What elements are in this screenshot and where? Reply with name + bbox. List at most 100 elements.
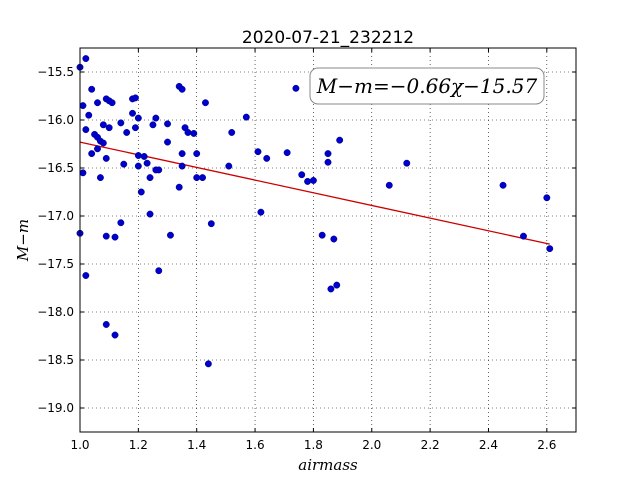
data-point — [108, 99, 116, 107]
data-point — [117, 119, 125, 127]
x-tick-label: 1.2 — [129, 438, 148, 452]
x-tick-label: 1.0 — [70, 438, 89, 452]
y-tick-label: −18.5 — [37, 353, 74, 367]
data-point — [298, 171, 306, 179]
data-point — [333, 281, 341, 289]
data-point — [336, 136, 344, 144]
data-point — [204, 360, 212, 368]
data-point — [102, 232, 110, 240]
data-point — [146, 210, 154, 218]
data-point — [520, 232, 527, 240]
data-point — [193, 150, 201, 158]
data-point — [324, 158, 332, 166]
data-point — [88, 85, 96, 93]
x-tick-label: 1.4 — [187, 438, 206, 452]
data-point — [82, 55, 90, 63]
data-point — [263, 154, 271, 162]
data-point — [79, 102, 87, 110]
x-tick-labels: 1.0 1.2 1.4 1.6 1.8 2.0 2.2 2.4 2.6 — [70, 438, 556, 452]
data-points — [76, 55, 554, 368]
x-tick-label: 2.0 — [362, 438, 381, 452]
data-point — [137, 188, 145, 196]
data-point — [327, 285, 335, 293]
data-point — [330, 235, 338, 243]
data-point — [134, 152, 142, 159]
data-point — [543, 194, 551, 202]
data-point — [111, 233, 119, 241]
data-point — [131, 94, 139, 102]
annotation-box — [309, 67, 545, 105]
data-point — [499, 181, 507, 189]
fit-line-group — [79, 141, 550, 245]
data-point — [178, 162, 186, 170]
y-tick-label: −17.5 — [37, 257, 74, 271]
data-point — [166, 231, 174, 239]
x-tick-label: 2.6 — [537, 438, 556, 452]
data-point — [94, 145, 101, 153]
data-point — [304, 177, 312, 185]
data-point — [199, 174, 206, 182]
data-point — [96, 174, 104, 182]
data-point — [117, 219, 125, 227]
y-tick-label: −16.5 — [37, 161, 74, 175]
y-tick-label: −15.5 — [37, 65, 74, 79]
data-point — [152, 114, 160, 122]
data-point — [178, 85, 186, 93]
data-point — [225, 162, 233, 170]
data-point — [324, 150, 332, 158]
data-point — [385, 181, 393, 189]
x-tick-label: 2.4 — [479, 438, 498, 452]
y-tick-labels: −15.5 −16.0 −16.5 −17.0 −17.5 −18.0 −18.5 −19.0 — [37, 65, 74, 415]
data-point — [254, 148, 262, 156]
grid-lines — [79, 48, 576, 432]
data-point — [105, 124, 113, 132]
data-point — [202, 99, 209, 107]
data-point — [175, 183, 183, 191]
data-point — [129, 109, 136, 117]
data-point — [140, 153, 148, 160]
data-point — [403, 159, 411, 167]
data-point — [184, 129, 192, 136]
data-point — [85, 111, 93, 119]
data-point — [99, 139, 107, 147]
x-tick-label: 1.6 — [246, 438, 265, 452]
data-point — [228, 129, 236, 136]
data-point — [111, 331, 119, 339]
data-point — [134, 114, 142, 122]
data-point — [146, 174, 154, 182]
data-point — [193, 174, 201, 182]
axis-ticks — [79, 48, 576, 432]
fit-line — [79, 141, 550, 245]
x-tick-label: 2.2 — [421, 438, 440, 452]
data-point — [149, 121, 157, 129]
y-tick-label: −16.0 — [37, 113, 74, 127]
y-tick-label: −17.0 — [37, 209, 74, 223]
data-point — [102, 321, 110, 328]
data-point — [546, 245, 554, 253]
data-point — [318, 231, 326, 239]
data-point — [155, 166, 163, 174]
data-point — [309, 177, 317, 184]
x-axis-label: airmass — [298, 456, 358, 474]
data-point — [123, 129, 131, 136]
data-point — [120, 160, 128, 168]
data-point — [207, 220, 215, 228]
data-point — [257, 208, 265, 216]
data-point — [134, 162, 142, 170]
annotation-text: M−m=−0.66χ−15.57 — [316, 74, 538, 98]
data-point — [82, 272, 90, 279]
data-point — [178, 150, 186, 158]
data-point — [242, 113, 250, 121]
data-point — [164, 120, 171, 128]
data-point — [94, 99, 101, 107]
x-tick-label: 1.8 — [304, 438, 323, 452]
data-point — [155, 267, 163, 275]
y-axis-label: M−m — [14, 219, 32, 262]
data-point — [102, 154, 110, 162]
y-tick-label: −19.0 — [37, 401, 74, 415]
data-point — [82, 126, 90, 134]
data-point — [143, 159, 151, 167]
data-point — [164, 138, 171, 146]
data-point — [283, 149, 291, 157]
